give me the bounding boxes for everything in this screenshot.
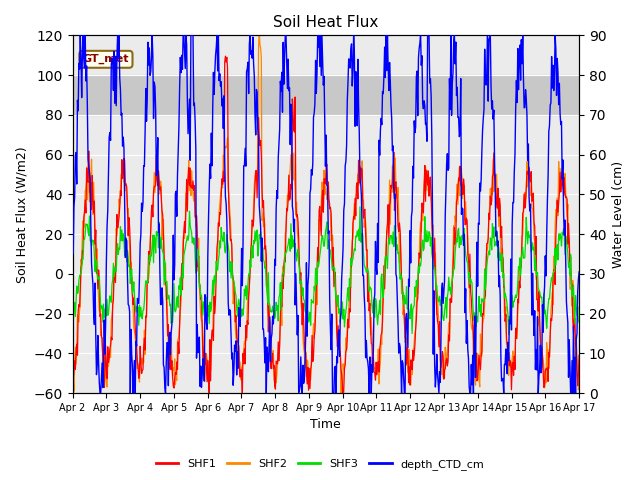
Text: GT_met: GT_met bbox=[83, 54, 129, 64]
Legend: SHF1, SHF2, SHF3, depth_CTD_cm: SHF1, SHF2, SHF3, depth_CTD_cm bbox=[152, 455, 488, 474]
Title: Soil Heat Flux: Soil Heat Flux bbox=[273, 15, 378, 30]
Y-axis label: Water Level (cm): Water Level (cm) bbox=[612, 161, 625, 268]
X-axis label: Time: Time bbox=[310, 419, 341, 432]
Y-axis label: Soil Heat Flux (W/m2): Soil Heat Flux (W/m2) bbox=[15, 146, 28, 283]
Bar bbox=[72, 75, 579, 115]
